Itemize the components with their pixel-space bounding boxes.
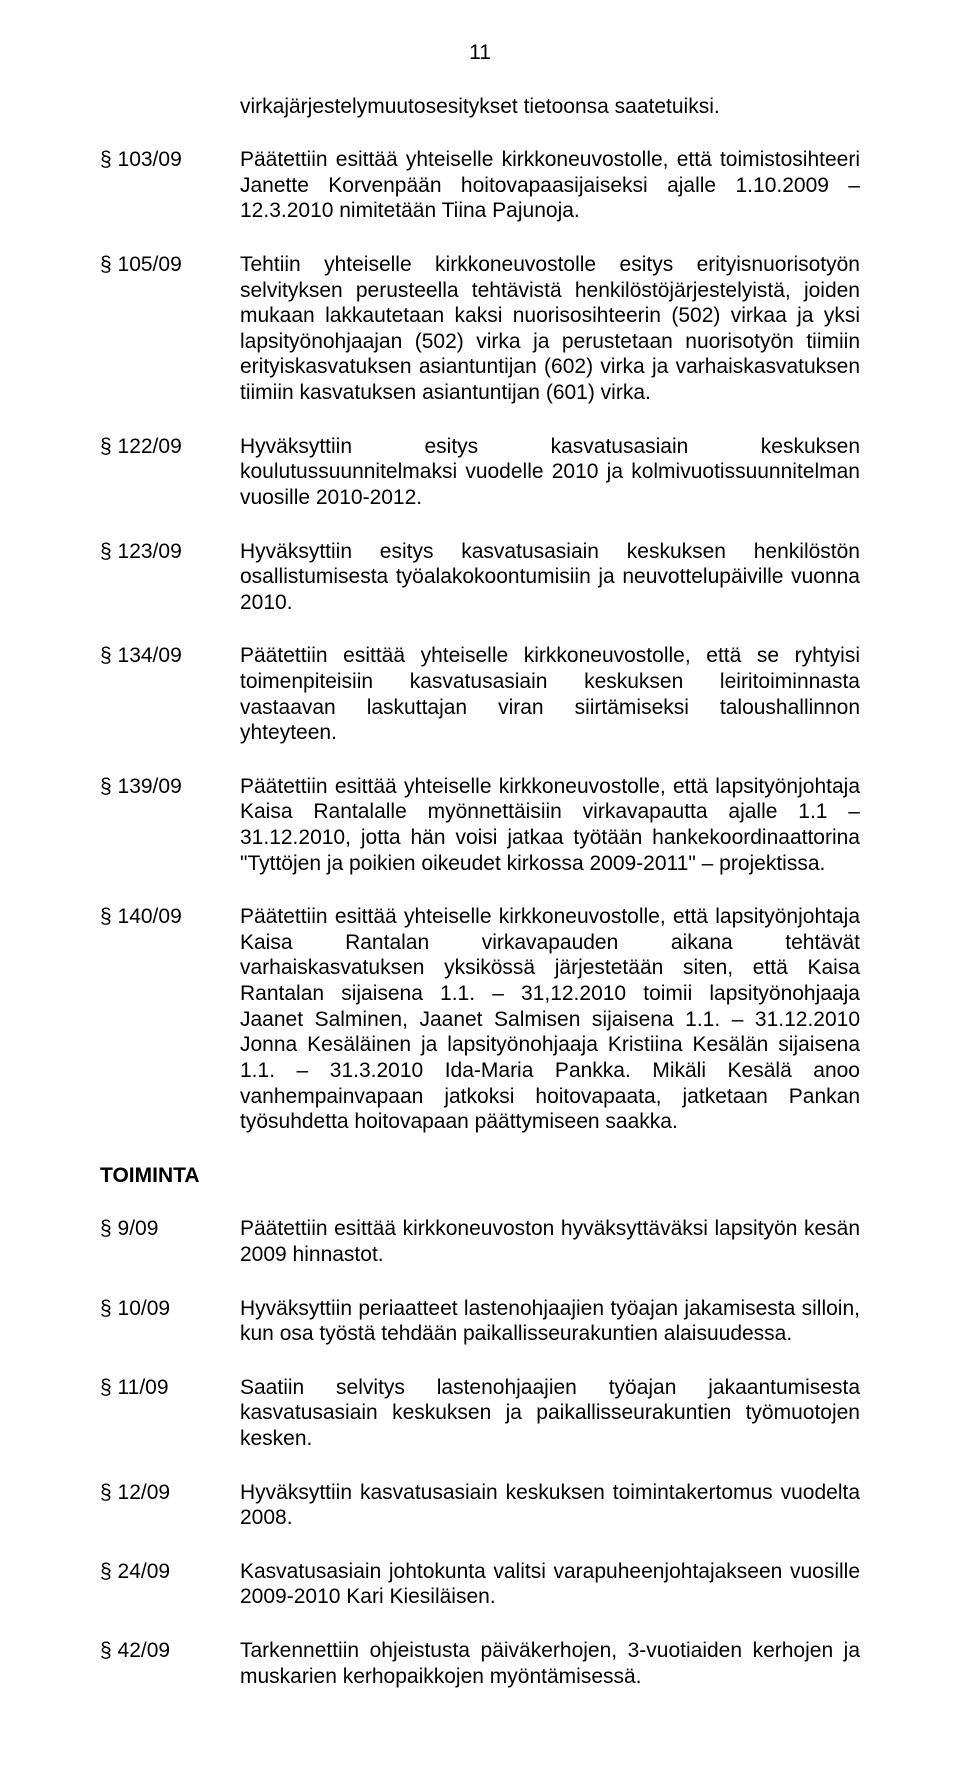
entry-text: Päätettiin esittää kirkkoneuvoston hyväk… (240, 1216, 860, 1267)
entry-text: Kasvatusasiain johtokunta valitsi varapu… (240, 1559, 860, 1610)
entry-row: § 10/09Hyväksyttiin periaatteet lastenoh… (100, 1296, 860, 1347)
entry-row: § 134/09Päätettiin esittää yhteiselle ki… (100, 643, 860, 745)
entry-text: Hyväksyttiin esitys kasvatusasiain kesku… (240, 539, 860, 616)
entry-key: § 10/09 (100, 1296, 240, 1347)
entry-text: Hyväksyttiin periaatteet lastenohjaajien… (240, 1296, 860, 1347)
entry-text: Päätettiin esittää yhteiselle kirkkoneuv… (240, 904, 860, 1134)
entry-key: § 139/09 (100, 774, 240, 876)
entry-text: Saatiin selvitys lastenohjaajien työajan… (240, 1375, 860, 1452)
entry-text: Tehtiin yhteiselle kirkkoneuvostolle esi… (240, 252, 860, 406)
entry-row: § 123/09Hyväksyttiin esitys kasvatusasia… (100, 539, 860, 616)
entry-text: Päätettiin esittää yhteiselle kirkkoneuv… (240, 774, 860, 876)
entry-key: § 105/09 (100, 252, 240, 406)
entry-key: § 103/09 (100, 147, 240, 224)
section-heading: TOIMINTA (100, 1163, 860, 1189)
entry-key: § 140/09 (100, 904, 240, 1134)
entry-key: § 11/09 (100, 1375, 240, 1452)
entry-row: § 122/09Hyväksyttiin esitys kasvatusasia… (100, 434, 860, 511)
entry-key: § 12/09 (100, 1480, 240, 1531)
entry-row: § 24/09Kasvatusasiain johtokunta valitsi… (100, 1559, 860, 1610)
entry-text: Päätettiin esittää yhteiselle kirkkoneuv… (240, 147, 860, 224)
page-number: 11 (100, 40, 860, 66)
entry-key: § 42/09 (100, 1638, 240, 1689)
entry-key: § 134/09 (100, 643, 240, 745)
entry-row: § 140/09Päätettiin esittää yhteiselle ki… (100, 904, 860, 1134)
entry-key: § 24/09 (100, 1559, 240, 1610)
entry-key: § 122/09 (100, 434, 240, 511)
entry-row: § 105/09Tehtiin yhteiselle kirkkoneuvost… (100, 252, 860, 406)
document-page: 11 virkajärjestelymuutosesitykset tietoo… (0, 0, 960, 1777)
intro-line: virkajärjestelymuutosesitykset tietoonsa… (240, 94, 860, 120)
entry-text: Päätettiin esittää yhteiselle kirkkoneuv… (240, 643, 860, 745)
entry-row: § 42/09Tarkennettiin ohjeistusta päiväke… (100, 1638, 860, 1689)
entry-row: § 139/09Päätettiin esittää yhteiselle ki… (100, 774, 860, 876)
entry-key: § 123/09 (100, 539, 240, 616)
entry-text: Hyväksyttiin kasvatusasiain keskuksen to… (240, 1480, 860, 1531)
entry-row: § 9/09Päätettiin esittää kirkkoneuvoston… (100, 1216, 860, 1267)
entry-key: § 9/09 (100, 1216, 240, 1267)
entry-text: Tarkennettiin ohjeistusta päiväkerhojen,… (240, 1638, 860, 1689)
entry-row: § 103/09Päätettiin esittää yhteiselle ki… (100, 147, 860, 224)
entry-row: § 12/09Hyväksyttiin kasvatusasiain kesku… (100, 1480, 860, 1531)
entry-text: Hyväksyttiin esitys kasvatusasiain kesku… (240, 434, 860, 511)
entry-row: § 11/09Saatiin selvitys lastenohjaajien … (100, 1375, 860, 1452)
